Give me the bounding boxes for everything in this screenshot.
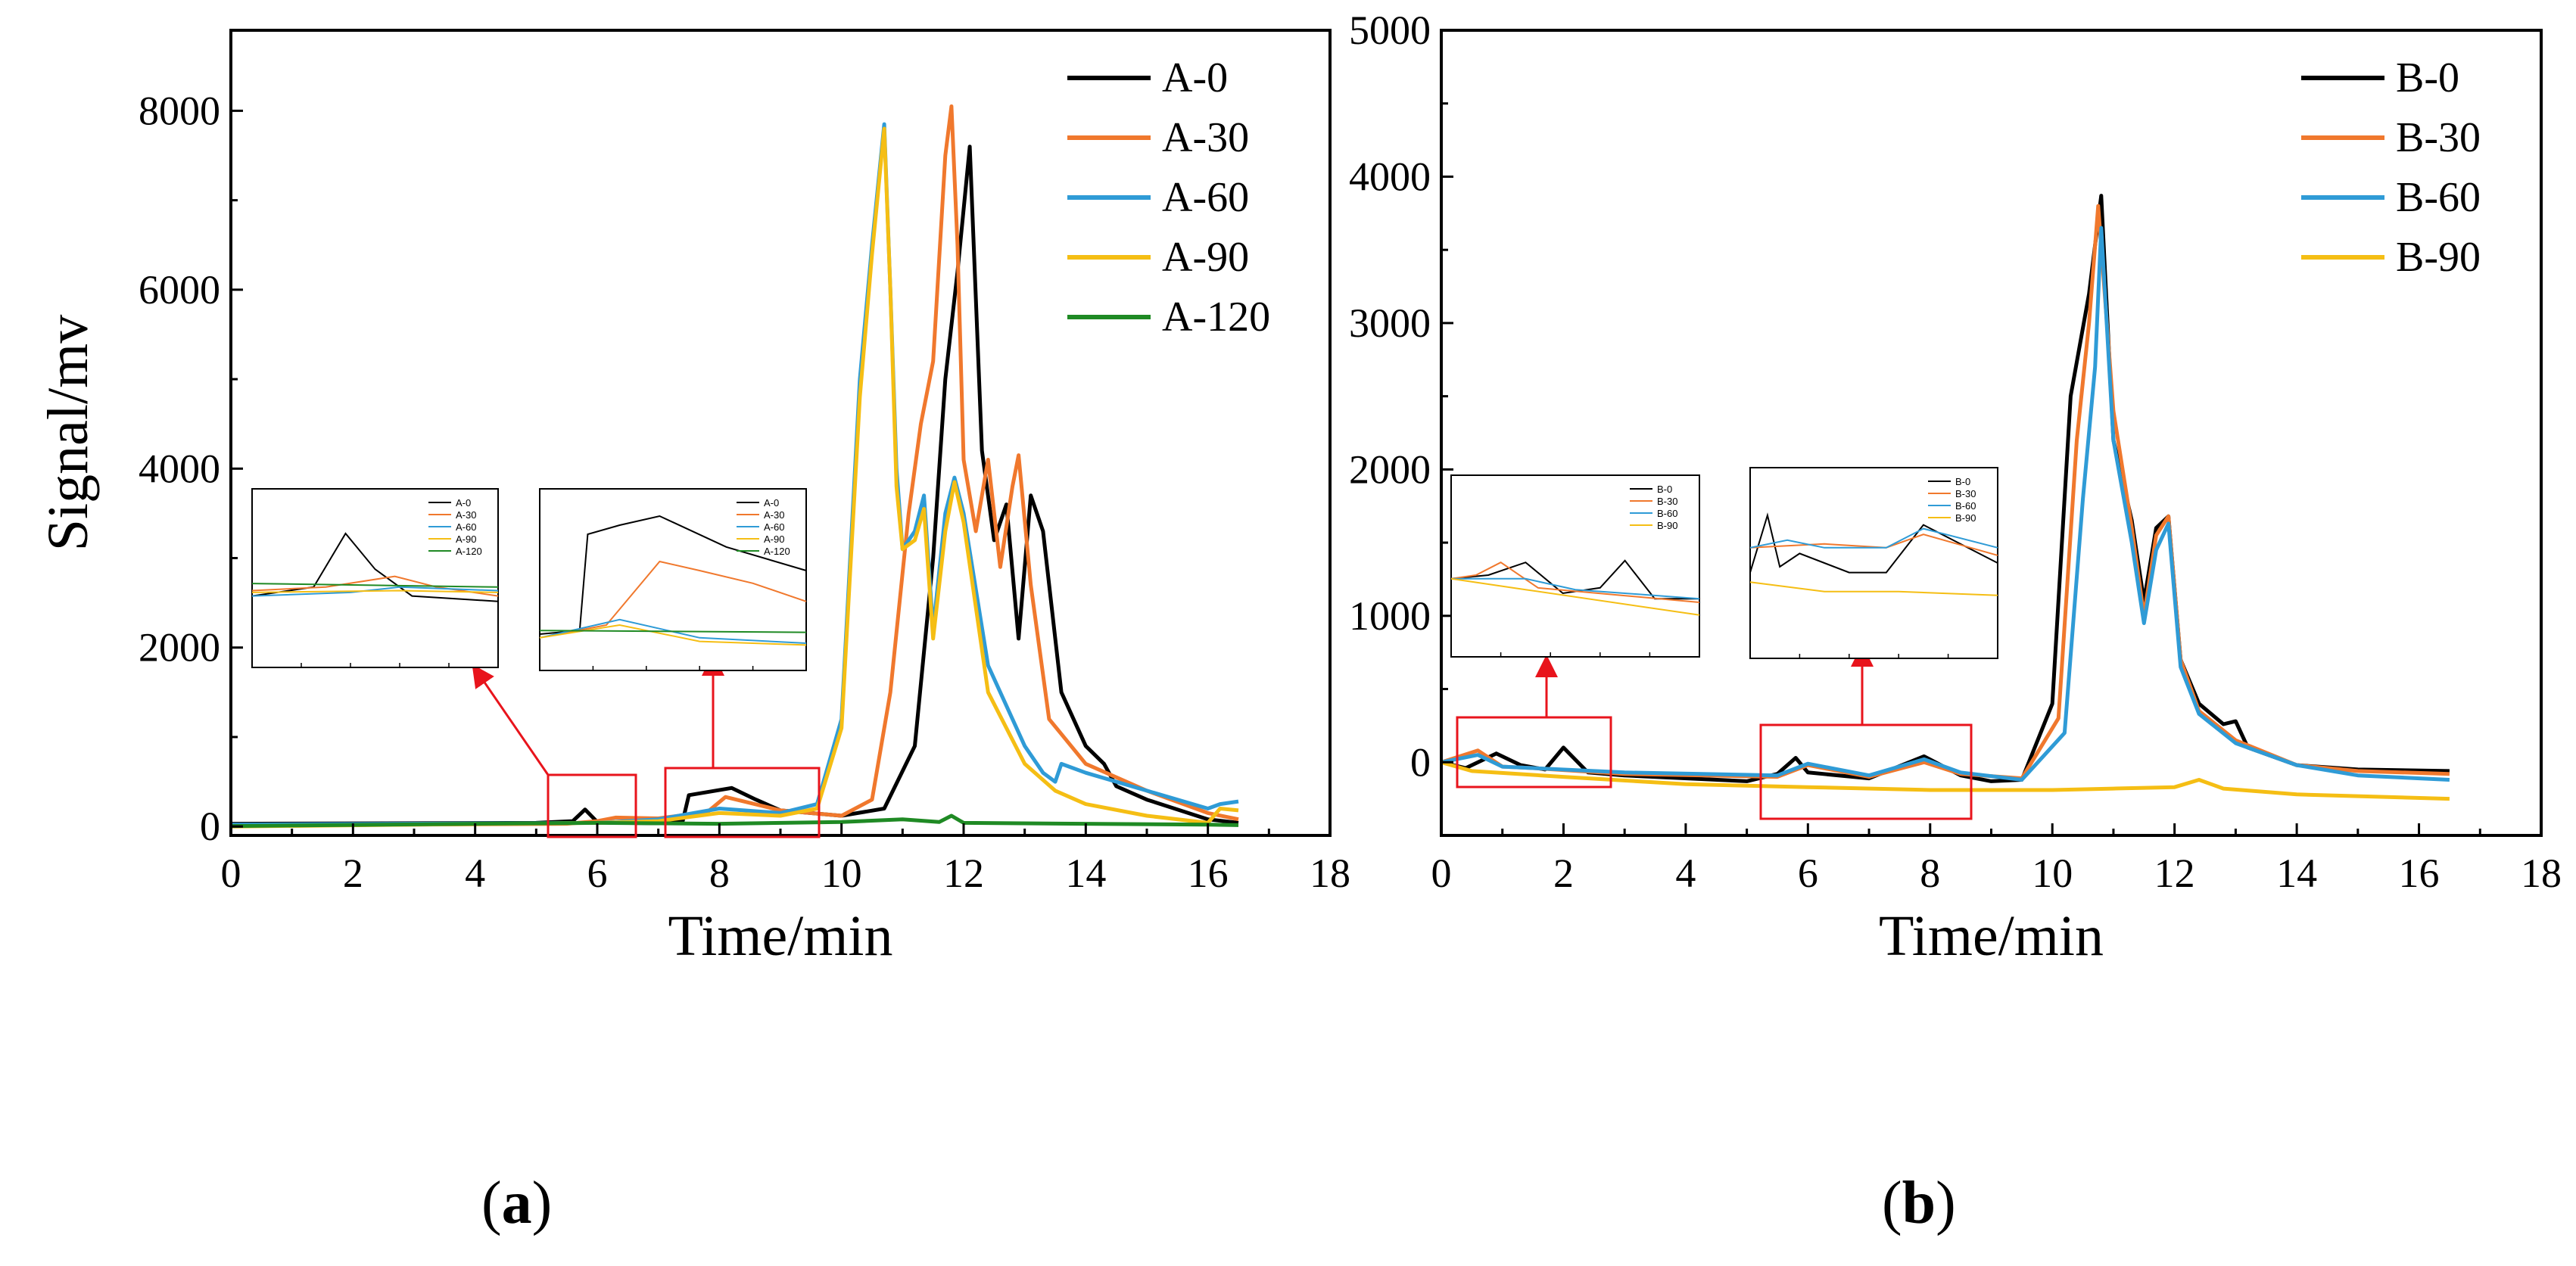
inset-line-b-0	[1749, 512, 1998, 574]
x-tick-label: 8	[709, 851, 730, 896]
x-tick-label: 12	[943, 851, 984, 896]
inset-legend-label: B-90	[1955, 512, 1976, 524]
x-tick-label: 2	[1553, 851, 1574, 896]
panel-label-a-letter: a	[501, 1170, 532, 1236]
inset-line-a-60	[251, 586, 499, 597]
inset-b2	[1749, 467, 1998, 659]
x-axis-label: Time/min	[1879, 904, 2104, 968]
y-axis-label: Signal/mv	[36, 315, 100, 551]
panel-label-b-letter: b	[1902, 1170, 1936, 1236]
y-tick-label: 2000	[1349, 446, 1431, 492]
inset-line-b-30	[1450, 561, 1700, 603]
inset-legend-label: A-90	[764, 533, 784, 545]
inset-line-a-30	[251, 575, 499, 597]
series-line-b-0	[1441, 194, 2450, 783]
inset-legend-label: A-60	[456, 521, 476, 533]
y-tick-label: 0	[1410, 739, 1431, 785]
x-tick-label: 10	[2032, 851, 2073, 896]
x-tick-label: 0	[221, 851, 241, 896]
x-tick-label: 18	[2521, 851, 2562, 896]
legend-label-a-90: A-90	[1162, 234, 1249, 281]
legend-label-b-30: B-30	[2396, 114, 2481, 161]
x-tick-label: 4	[1675, 851, 1696, 896]
inset-legend-label: A-0	[456, 497, 471, 509]
inset-line-a-120	[539, 630, 807, 633]
inset-line-b-90	[1450, 577, 1700, 616]
x-tick-label: 0	[1431, 851, 1452, 896]
inset-legend-label: B-0	[1955, 476, 1970, 487]
inset-legend-label: B-60	[1955, 500, 1976, 512]
inset-a1	[251, 488, 499, 668]
legend-label-a-0: A-0	[1162, 54, 1228, 101]
inset-line-b-60	[1451, 577, 1700, 600]
x-tick-label: 6	[587, 851, 608, 896]
inset-legend-label: A-0	[764, 497, 779, 509]
x-tick-label: 12	[2154, 851, 2195, 896]
inset-line-b-90	[1749, 581, 1998, 596]
y-tick-label: 4000	[1349, 154, 1431, 199]
inset-legend-label: A-30	[456, 509, 476, 521]
x-tick-label: 4	[465, 851, 485, 896]
y-tick-label: 6000	[139, 267, 220, 313]
legend-label-b-0: B-0	[2396, 54, 2459, 101]
x-tick-label: 2	[343, 851, 363, 896]
series-line-a-60	[230, 122, 1239, 827]
series-line-b-90	[1441, 760, 2450, 801]
series-line-b-60	[1441, 226, 2450, 782]
x-tick-label: 6	[1798, 851, 1818, 896]
y-tick-label: 4000	[139, 446, 220, 491]
legend-label-a-30: A-30	[1162, 114, 1249, 161]
y-tick-label: 2000	[139, 625, 220, 670]
zoom-arrow-a1	[472, 664, 550, 776]
y-tick-label: 3000	[1349, 300, 1431, 346]
x-tick-label: 18	[1310, 851, 1350, 896]
x-tick-label: 10	[821, 851, 862, 896]
legend-label-a-120: A-120	[1162, 294, 1270, 341]
inset-b1	[1450, 474, 1700, 658]
series-line-a-0	[230, 145, 1239, 826]
zoom-box-b2	[1759, 723, 1973, 820]
panel-label-b: (b)	[1882, 1170, 1956, 1236]
inset-legend-label: B-0	[1657, 484, 1672, 495]
inset-line-a-30	[539, 560, 807, 639]
plot-frame	[1440, 29, 2543, 837]
y-tick-label: 5000	[1349, 8, 1431, 53]
inset-line-a-120	[251, 583, 499, 588]
zoom-box-a2	[664, 767, 821, 838]
legend-label-b-90: B-90	[2396, 234, 2481, 281]
inset-legend-label: B-30	[1955, 488, 1976, 499]
inset-legend-label: A-120	[456, 546, 482, 557]
inset-legend-label: B-30	[1657, 496, 1677, 507]
y-tick-label: 8000	[139, 88, 220, 133]
x-tick-label: 14	[1065, 851, 1106, 896]
inset-legend-label: A-60	[764, 521, 784, 533]
series-line-a-30	[230, 104, 1239, 828]
zoom-box-b1	[1456, 716, 1612, 789]
inset-legend-label: B-60	[1657, 508, 1677, 519]
series-line-a-90	[230, 126, 1239, 829]
legend-label-a-60: A-60	[1162, 174, 1249, 221]
chart-panel-a: 0 2 4 6 8 10 12 14 16 18 0 2000 4000 6000 8000 Time/min…	[36, 29, 1350, 968]
y-tick-label: 1000	[1349, 593, 1431, 639]
inset-line-a-90	[251, 589, 499, 593]
x-tick-label: 8	[1920, 851, 1940, 896]
x-tick-label: 16	[2399, 851, 2440, 896]
inset-line-a-60	[539, 618, 807, 644]
x-tick-label: 14	[2276, 851, 2317, 896]
zoom-box-a1	[547, 773, 637, 838]
chart-panel-b: 0 2 4 6 8 10 12 14 16 18 0 1000 2000 3000 4000 5000 Time…	[1349, 8, 2562, 968]
inset-legend-label: B-90	[1657, 520, 1677, 531]
legend-label-b-60: B-60	[2396, 174, 2481, 221]
inset-legend-label: A-90	[456, 533, 476, 545]
y-tick-label: 0	[200, 804, 220, 849]
panel-label-a: (a)	[481, 1170, 553, 1236]
x-axis-label: Time/min	[668, 904, 892, 968]
x-tick-label: 16	[1188, 851, 1229, 896]
series-line-a-120	[230, 813, 1239, 829]
inset-legend-label: A-30	[764, 509, 784, 521]
inset-legend-label: A-120	[764, 546, 790, 557]
inset-line-b-60	[1749, 527, 1998, 549]
